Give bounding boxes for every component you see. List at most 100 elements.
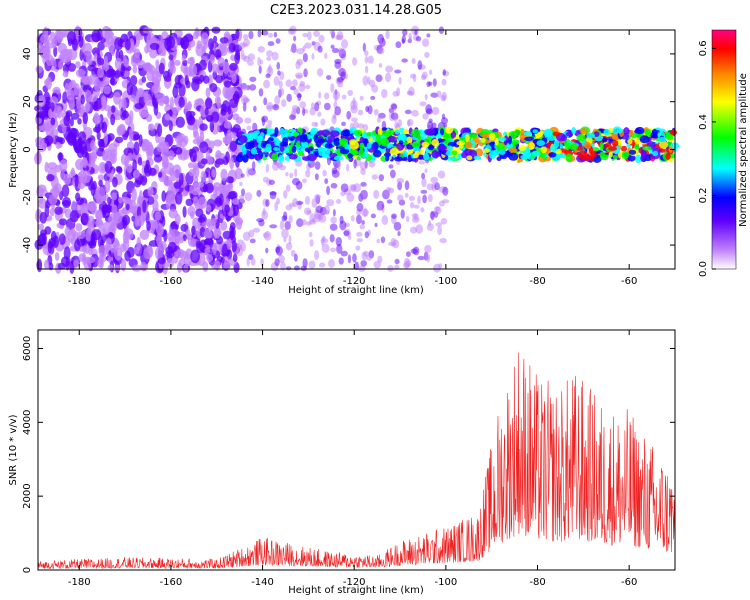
spectrogram-cell <box>341 39 349 49</box>
spectrogram-cell <box>257 29 262 38</box>
spectrogram-cell <box>328 258 335 268</box>
spectrogram-cell <box>125 203 130 211</box>
x-tick-label: -60 <box>621 577 637 588</box>
spectrogram-cell <box>602 137 608 143</box>
spectrogram-cell <box>148 167 157 176</box>
snr-panel: -180 -160 -140 -120 -100 -80 -60 0 2000 4000 6000… <box>8 329 676 596</box>
spectrogram-cell <box>158 257 166 265</box>
spectrogram-cell <box>198 59 207 71</box>
spectrogram-cell <box>238 198 245 204</box>
spectrogram-cell <box>266 128 275 135</box>
spectrogram-cell <box>508 152 519 161</box>
spectrogram-cell <box>431 138 440 147</box>
spectrogram-cell <box>308 231 313 238</box>
spectrogram-cell <box>397 231 401 236</box>
spectrogram-cell <box>52 235 59 248</box>
spectrogram-cell <box>232 253 238 263</box>
spectrogram-cell <box>362 42 367 52</box>
spectrogram-cell <box>61 184 70 198</box>
spectrogram-cell <box>396 177 405 184</box>
spectrogram-cell <box>418 160 426 165</box>
spectrogram-cell <box>324 102 331 111</box>
spectrogram-cell <box>106 237 112 249</box>
spectrogram-cell <box>78 253 86 262</box>
spectrogram-cell <box>74 173 79 188</box>
spectrogram-cell <box>111 176 118 188</box>
spectrogram-cell <box>102 85 111 95</box>
spectrogram-cell <box>428 81 433 86</box>
spectrogram-cell <box>555 148 562 155</box>
spectrogram-cell <box>329 130 340 137</box>
spectrogram-cell <box>318 262 326 268</box>
spectrogram-cell <box>284 220 291 230</box>
spectrogram-cell <box>393 221 402 231</box>
spectrogram-cell <box>98 138 105 152</box>
spectrogram-cell <box>304 84 311 90</box>
spectrogram-cell <box>404 180 410 191</box>
spectrogram-cell <box>642 146 652 151</box>
spectrogram-cell <box>158 62 165 75</box>
spectrogram-cell <box>202 261 209 272</box>
spectrogram-cell <box>398 140 404 145</box>
spectrogram-cell <box>162 156 169 168</box>
spectrogram-cell <box>103 131 109 145</box>
spectrogram-cell <box>114 136 124 144</box>
spectrogram-cell <box>461 151 469 159</box>
spectrogram-cell <box>524 136 535 142</box>
colorbar: 0.0 0.2 0.4 0.6 Normalized spectral amplitu… <box>698 29 749 277</box>
spectrogram-cell <box>81 170 92 184</box>
spectrogram-cell <box>175 116 186 128</box>
spectrogram-cell <box>468 132 478 139</box>
spectrogram-cell <box>347 254 352 264</box>
spectrogram-cell <box>360 190 365 199</box>
spectrogram-cell <box>229 156 235 170</box>
spectrogram-cell <box>316 67 324 77</box>
spectrogram-cell <box>156 92 166 104</box>
spectrogram-cell <box>369 79 376 88</box>
spectrogram-cell <box>96 187 106 199</box>
spectrogram-cell <box>229 222 236 231</box>
spectrogram-cell <box>253 105 257 112</box>
spectrogram-cell <box>167 241 177 254</box>
spectrogram-cell <box>363 207 368 218</box>
spectrogram-cell <box>257 56 261 67</box>
spectrogram-cell <box>85 102 90 113</box>
spectrogram-cell <box>209 54 215 64</box>
spectrogram-cell <box>316 131 323 137</box>
spectrogram-cell <box>181 54 186 62</box>
spectrogram-cell <box>107 264 114 272</box>
spectrogram-cell <box>318 34 325 43</box>
snr-y-ticks: 0 2000 4000 6000 <box>22 336 675 573</box>
spectrogram-cell <box>242 147 247 156</box>
spectrogram-cell <box>194 27 200 38</box>
spectrogram-cell <box>100 95 107 108</box>
spectrogram-cell <box>235 154 244 163</box>
spectrogram-cell <box>322 147 331 156</box>
spectrogram-cell <box>215 158 225 165</box>
spectrogram-cell <box>241 85 249 91</box>
spectrogram-cell <box>320 118 326 126</box>
spectrogram-cell <box>195 43 206 57</box>
spectrogram-cell <box>305 221 312 226</box>
spectrogram-cell <box>314 161 321 170</box>
spectrogram-cell <box>590 150 597 158</box>
spectrogram-cell <box>49 31 56 44</box>
spectrogram-cell <box>59 54 70 64</box>
spectrogram-cell <box>409 202 415 209</box>
spectrogram-cell <box>73 83 80 96</box>
spectrogram-cell <box>506 142 513 150</box>
spectrogram-cell <box>440 217 448 225</box>
spectrogram-cell <box>412 152 419 159</box>
spectrogram-cell <box>203 238 214 246</box>
spectrogram-cell <box>394 264 400 270</box>
spectrogram-cell <box>407 154 412 163</box>
spectrogram-cell <box>439 237 447 244</box>
spectrogram-cell <box>387 264 394 272</box>
spectrogram-cell <box>278 87 285 96</box>
spectrogram-cell <box>165 250 175 258</box>
spectrogram-cell <box>147 141 154 156</box>
spectrogram-cell <box>188 64 193 77</box>
spectrogram-cell <box>165 196 171 210</box>
spectrogram-cell <box>473 155 482 160</box>
